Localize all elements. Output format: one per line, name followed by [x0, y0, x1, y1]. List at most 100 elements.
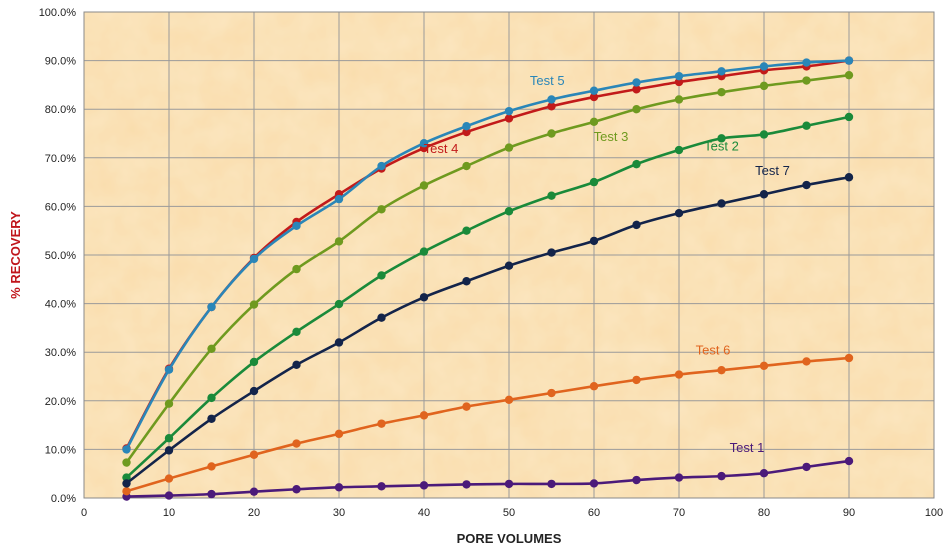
- series-test-7: [122, 173, 854, 488]
- x-tick-label: 60: [588, 507, 600, 519]
- data-point: [844, 353, 854, 363]
- y-tick-label: 20.0%: [45, 396, 76, 408]
- data-point: [249, 487, 259, 496]
- data-point: [717, 67, 726, 76]
- data-point: [377, 161, 386, 171]
- data-point: [674, 95, 684, 104]
- series-label: Test 3: [594, 129, 629, 144]
- data-point: [249, 254, 259, 264]
- data-point: [717, 471, 726, 481]
- data-point: [292, 327, 301, 336]
- data-point: [717, 365, 726, 375]
- series-test-6: [122, 353, 854, 496]
- data-point: [802, 357, 811, 366]
- data-point: [717, 199, 726, 208]
- data-point: [632, 375, 641, 385]
- data-point: [377, 482, 386, 491]
- data-point: [334, 338, 344, 347]
- y-tick-label: 60.0%: [45, 201, 76, 213]
- y-tick-label: 40.0%: [45, 299, 76, 311]
- data-point: [292, 221, 301, 231]
- data-point: [334, 299, 344, 309]
- data-point: [547, 248, 556, 257]
- data-point: [547, 388, 556, 398]
- x-tick-label: 50: [503, 507, 515, 519]
- data-point: [419, 481, 429, 490]
- data-point: [462, 161, 471, 171]
- y-tick-label: 70.0%: [45, 153, 76, 165]
- data-point: [802, 180, 811, 190]
- series-test-2: [122, 112, 854, 482]
- data-point: [207, 489, 216, 499]
- data-point: [419, 139, 429, 148]
- data-point: [759, 130, 769, 139]
- x-tick-label: 0: [81, 507, 87, 519]
- data-point: [164, 399, 174, 408]
- series-lines: [122, 56, 854, 501]
- data-point: [674, 473, 684, 482]
- data-point: [759, 361, 769, 371]
- data-point: [547, 95, 556, 104]
- data-point: [547, 479, 556, 489]
- data-point: [674, 370, 684, 379]
- x-tick-label: 30: [333, 507, 345, 519]
- data-point: [589, 86, 599, 95]
- x-tick-label: 70: [673, 507, 685, 519]
- plot-border: [83, 11, 935, 499]
- y-tick-label: 50.0%: [45, 250, 76, 262]
- x-tick-label: 10: [163, 507, 175, 519]
- data-point: [674, 71, 684, 81]
- data-point: [844, 70, 854, 80]
- data-point: [249, 300, 259, 309]
- data-point: [632, 159, 641, 169]
- data-point: [504, 261, 514, 270]
- data-point: [844, 456, 854, 466]
- data-point: [589, 479, 599, 488]
- y-tick-label: 0.0%: [51, 493, 76, 505]
- data-point: [164, 365, 174, 374]
- series-labels: Test 1 Test 2 Test 3 Test 4 Test 5 Test 6 Test…: [424, 73, 790, 455]
- data-point: [632, 78, 641, 87]
- data-point: [462, 480, 471, 489]
- y-tick-label: 90.0%: [45, 56, 76, 68]
- axes: 0.0% 10.0% 20.0% 30.0% 40.0% 50.0% 60.0% 70.0% 8…: [39, 7, 943, 519]
- data-point: [462, 277, 471, 286]
- x-tick-label: 80: [758, 507, 770, 519]
- data-point: [207, 414, 216, 423]
- series-label: Test 1: [730, 440, 765, 455]
- data-point: [292, 439, 301, 448]
- data-point: [207, 302, 216, 312]
- data-point: [589, 92, 599, 102]
- data-point: [504, 395, 514, 405]
- data-point: [504, 114, 514, 123]
- data-point: [334, 429, 344, 439]
- data-point: [589, 177, 599, 187]
- data-point: [164, 474, 174, 483]
- data-point: [504, 479, 514, 489]
- data-point: [249, 450, 259, 459]
- data-point: [249, 386, 259, 396]
- series-test-3: [122, 70, 854, 467]
- series-label: Test 4: [424, 141, 459, 156]
- data-point: [419, 181, 429, 190]
- data-point: [547, 102, 556, 111]
- y-tick-label: 30.0%: [45, 347, 76, 359]
- x-tick-label: 100: [925, 507, 943, 519]
- series-label: Test 6: [696, 343, 731, 358]
- data-point: [207, 393, 216, 403]
- data-point: [844, 173, 854, 182]
- data-point: [589, 117, 599, 127]
- data-point: [334, 483, 344, 492]
- data-point: [674, 209, 684, 218]
- x-tick-label: 40: [418, 507, 430, 519]
- data-point: [164, 446, 174, 455]
- data-point: [462, 402, 471, 411]
- series-label: Test 5: [530, 73, 565, 88]
- data-point: [377, 419, 386, 428]
- data-point: [419, 411, 429, 420]
- data-point: [377, 271, 386, 280]
- x-tick-label: 90: [843, 507, 855, 519]
- data-point: [632, 85, 641, 94]
- data-point: [122, 473, 131, 482]
